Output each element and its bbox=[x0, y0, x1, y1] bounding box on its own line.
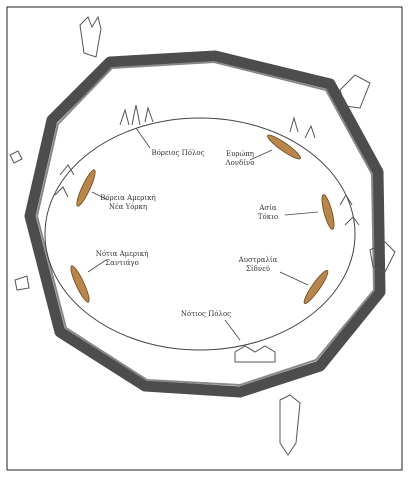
frame bbox=[7, 7, 402, 470]
label-line: Ασία bbox=[258, 203, 277, 212]
label-line: Βόρεια Αμερική bbox=[100, 194, 155, 202]
label-line: Τόκιο bbox=[258, 213, 278, 221]
label-line: Σίδνεϋ bbox=[246, 264, 270, 273]
label-line: Λονδίνο bbox=[225, 158, 255, 167]
label-line: Ευρώπη bbox=[226, 150, 254, 158]
label-line: Νότια Αμερική bbox=[96, 250, 149, 258]
label: Νότιος Πόλος bbox=[181, 310, 231, 318]
label: Βόρειος Πόλος bbox=[151, 149, 204, 157]
label-line: Αυστραλία bbox=[238, 255, 278, 264]
label-line: Σαντιάγο bbox=[105, 259, 139, 267]
drawing: Βόρειος Πόλος ΕυρώπηΛονδίνο ΑσίαΤόκιο Αυ… bbox=[0, 0, 409, 477]
label-line: Νέα Υόρκη bbox=[109, 203, 147, 211]
